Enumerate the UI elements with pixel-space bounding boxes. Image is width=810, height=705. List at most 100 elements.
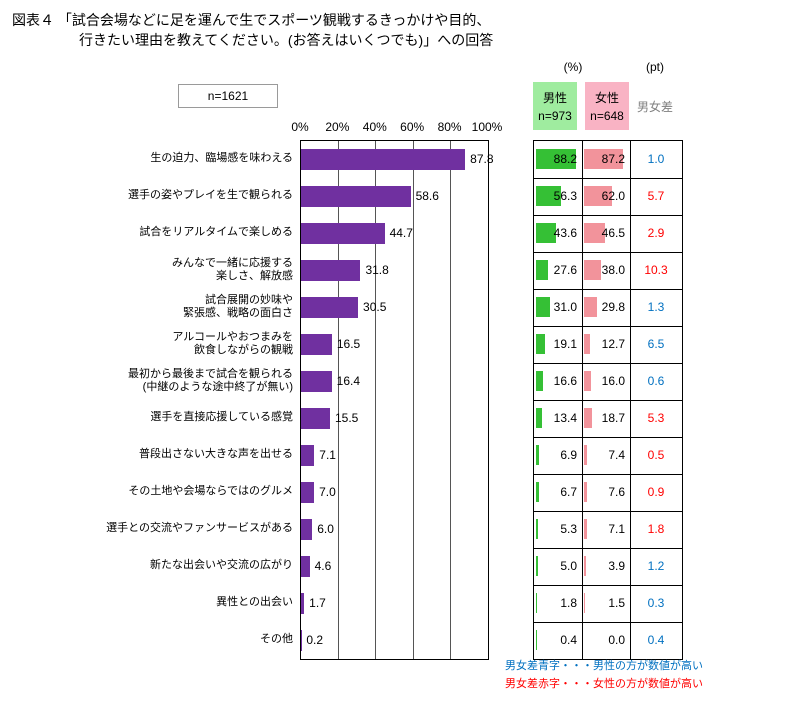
category-label: 最初から最後まで試合を観られる (中継のような途中終了が無い): [75, 362, 293, 399]
male-cell: 16.6: [534, 363, 582, 400]
male-mini-bar: [536, 297, 550, 317]
gender-diff-value: 5.7: [647, 189, 665, 203]
bar-row: 87.8: [301, 141, 494, 178]
male-header-n: n=973: [538, 109, 572, 123]
female-mini-bar: [584, 519, 588, 539]
bar-value-label: 16.4: [336, 374, 361, 388]
gender-diff-value: 1.0: [647, 152, 665, 166]
female-value: 18.7: [601, 411, 625, 425]
total-bar: [301, 297, 359, 318]
percent-unit-label: (%): [563, 60, 583, 74]
x-axis-tick: 20%: [325, 120, 350, 134]
male-cell: 43.6: [534, 215, 582, 252]
plot-area: 87.8 58.6 44.7 31.8 30.5 16.5 16.4 15.5 7.1 7.0 6.…: [300, 140, 494, 660]
female-cell: 7.4: [582, 437, 630, 474]
male-cell: 27.6: [534, 252, 582, 289]
bar-row: 16.5: [301, 326, 488, 363]
female-value: 46.5: [601, 226, 625, 240]
category-label-line: 選手との交流やファンサービスがある: [106, 522, 293, 534]
gridline: [337, 141, 339, 659]
gender-diff-value: 1.2: [647, 559, 665, 573]
female-mini-bar: [584, 593, 585, 613]
gender-diff-value: 6.5: [647, 337, 665, 351]
category-label: 普段出さない大きな声を出せる: [75, 436, 293, 473]
table-row-divider: [534, 622, 682, 623]
table-row-divider: [534, 178, 682, 179]
male-cell: 1.8: [534, 585, 582, 622]
bar-row: 31.8: [301, 252, 488, 289]
category-label: アルコールやおつまみを 飲食しながらの観戦: [75, 325, 293, 362]
category-label-line: その他: [260, 633, 293, 645]
category-label-line: 最初から最後まで試合を観られる: [128, 367, 293, 380]
female-cell: 18.7: [582, 400, 630, 437]
male-cell: 0.4: [534, 622, 582, 659]
category-label-line: 飲食しながらの観戦: [194, 343, 293, 356]
female-cell: 7.1: [582, 511, 630, 548]
category-label: 異性との出会い: [75, 584, 293, 621]
gender-diff-value: 2.9: [647, 226, 665, 240]
footnote-female-higher: 男女差赤字・・・女性の方が数値が高い: [505, 678, 703, 690]
female-mini-bar: [584, 556, 586, 576]
male-value: 6.7: [560, 485, 577, 499]
male-cell: 19.1: [534, 326, 582, 363]
female-cell: 1.5: [582, 585, 630, 622]
male-mini-bar: [536, 556, 539, 576]
category-label: その土地や会場ならではのグルメ: [75, 473, 293, 510]
category-label: 選手を直接応援している感覚: [75, 399, 293, 436]
total-bar: [301, 223, 385, 244]
bar-row: 16.4: [301, 363, 488, 400]
female-value: 3.9: [608, 559, 625, 573]
bar-value-label: 1.7: [309, 596, 326, 610]
category-label: 生の迫力、臨場感を味わえる: [75, 140, 293, 177]
bar-row: 15.5: [301, 400, 488, 437]
category-label-line: 普段出さない大きな声を出せる: [139, 448, 293, 460]
male-value: 13.4: [553, 411, 577, 425]
total-bar: [301, 149, 466, 170]
bar-row: 44.7: [301, 215, 488, 252]
male-mini-bar: [536, 223, 556, 243]
male-value: 31.0: [553, 300, 577, 314]
category-label-line: 試合をリアルタイムで楽しめる: [139, 226, 293, 238]
gridline: [375, 141, 377, 659]
male-value: 5.0: [560, 559, 577, 573]
bar-value-label: 16.5: [336, 337, 361, 351]
male-mini-bar: [536, 334, 545, 354]
category-label-line: 新たな出会いや交流の広がり: [150, 559, 293, 571]
total-bar: [301, 482, 315, 503]
female-cell: 12.7: [582, 326, 630, 363]
female-value: 16.0: [601, 374, 625, 388]
male-cell: 56.3: [534, 178, 582, 215]
gender-diff-value: 0.5: [647, 448, 665, 462]
category-label: 選手の姿やプレイを生で観られる: [75, 177, 293, 214]
category-label-line: 選手の姿やプレイを生で観られる: [128, 189, 293, 201]
female-mini-bar: [584, 186, 612, 206]
male-column-header: 男性 n=973: [533, 82, 577, 130]
table-row-divider: [534, 511, 682, 512]
bar-row: 58.6: [301, 178, 488, 215]
category-label-line: 楽しさ、解放感: [216, 269, 293, 282]
gender-diff-header: 男女差: [636, 99, 673, 114]
female-value: 87.2: [601, 152, 625, 166]
category-label-line: 異性との出会い: [216, 596, 293, 608]
male-mini-bar: [536, 630, 537, 650]
x-axis-tick: 0%: [291, 120, 309, 134]
table-column-divider: [630, 141, 631, 659]
footnote-male-higher: 男女差青字・・・男性の方が数値が高い: [505, 660, 703, 672]
category-label-line: 試合展開の妙味や: [205, 293, 293, 306]
total-bar: [301, 593, 305, 614]
male-cell: 88.2: [534, 141, 582, 178]
bar-row: 30.5: [301, 289, 488, 326]
table-row-divider: [534, 474, 682, 475]
bar-row: 1.7: [301, 585, 488, 622]
male-cell: 13.4: [534, 400, 582, 437]
male-mini-bar: [536, 260, 549, 280]
male-header-label: 男性: [542, 91, 567, 105]
table-row-divider: [534, 252, 682, 253]
female-value: 7.1: [608, 522, 625, 536]
table-row-divider: [534, 326, 682, 327]
bar-value-label: 87.8: [470, 152, 494, 166]
total-bar: [301, 371, 332, 392]
male-mini-bar: [536, 593, 537, 613]
category-label-line: みんなで一緒に応援する: [172, 256, 293, 269]
female-value: 62.0: [601, 189, 625, 203]
